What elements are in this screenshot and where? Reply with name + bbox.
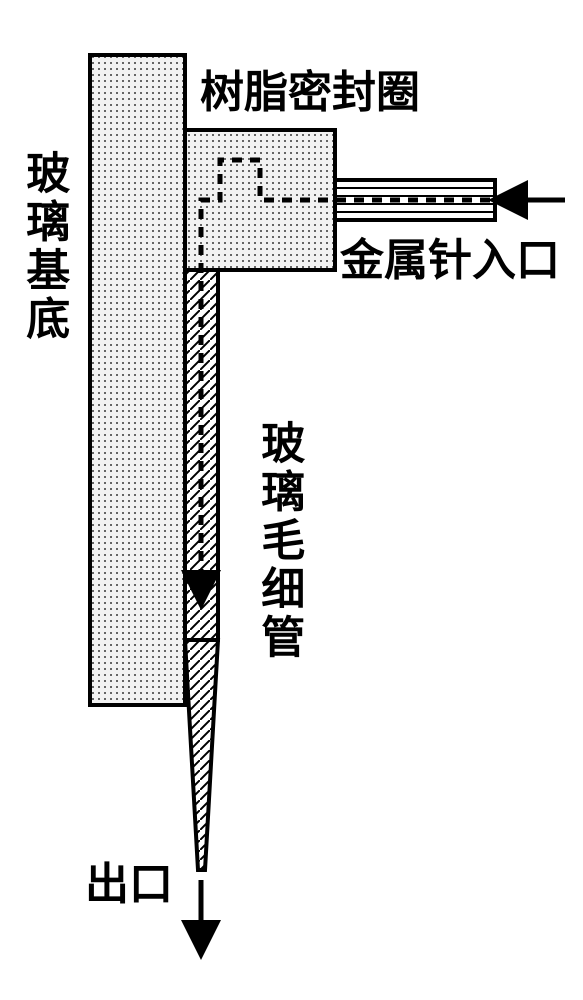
label-outlet: 出口 [85,862,173,908]
label-capillary: 玻璃毛细管 [255,420,301,662]
label-resin-seal: 树脂密封圈 [200,70,420,116]
capillary-tip [185,640,218,870]
glass-substrate [90,55,185,705]
label-glass-substrate: 玻璃基底 [20,150,66,344]
label-needle-inlet: 金属针入口 [340,238,560,284]
